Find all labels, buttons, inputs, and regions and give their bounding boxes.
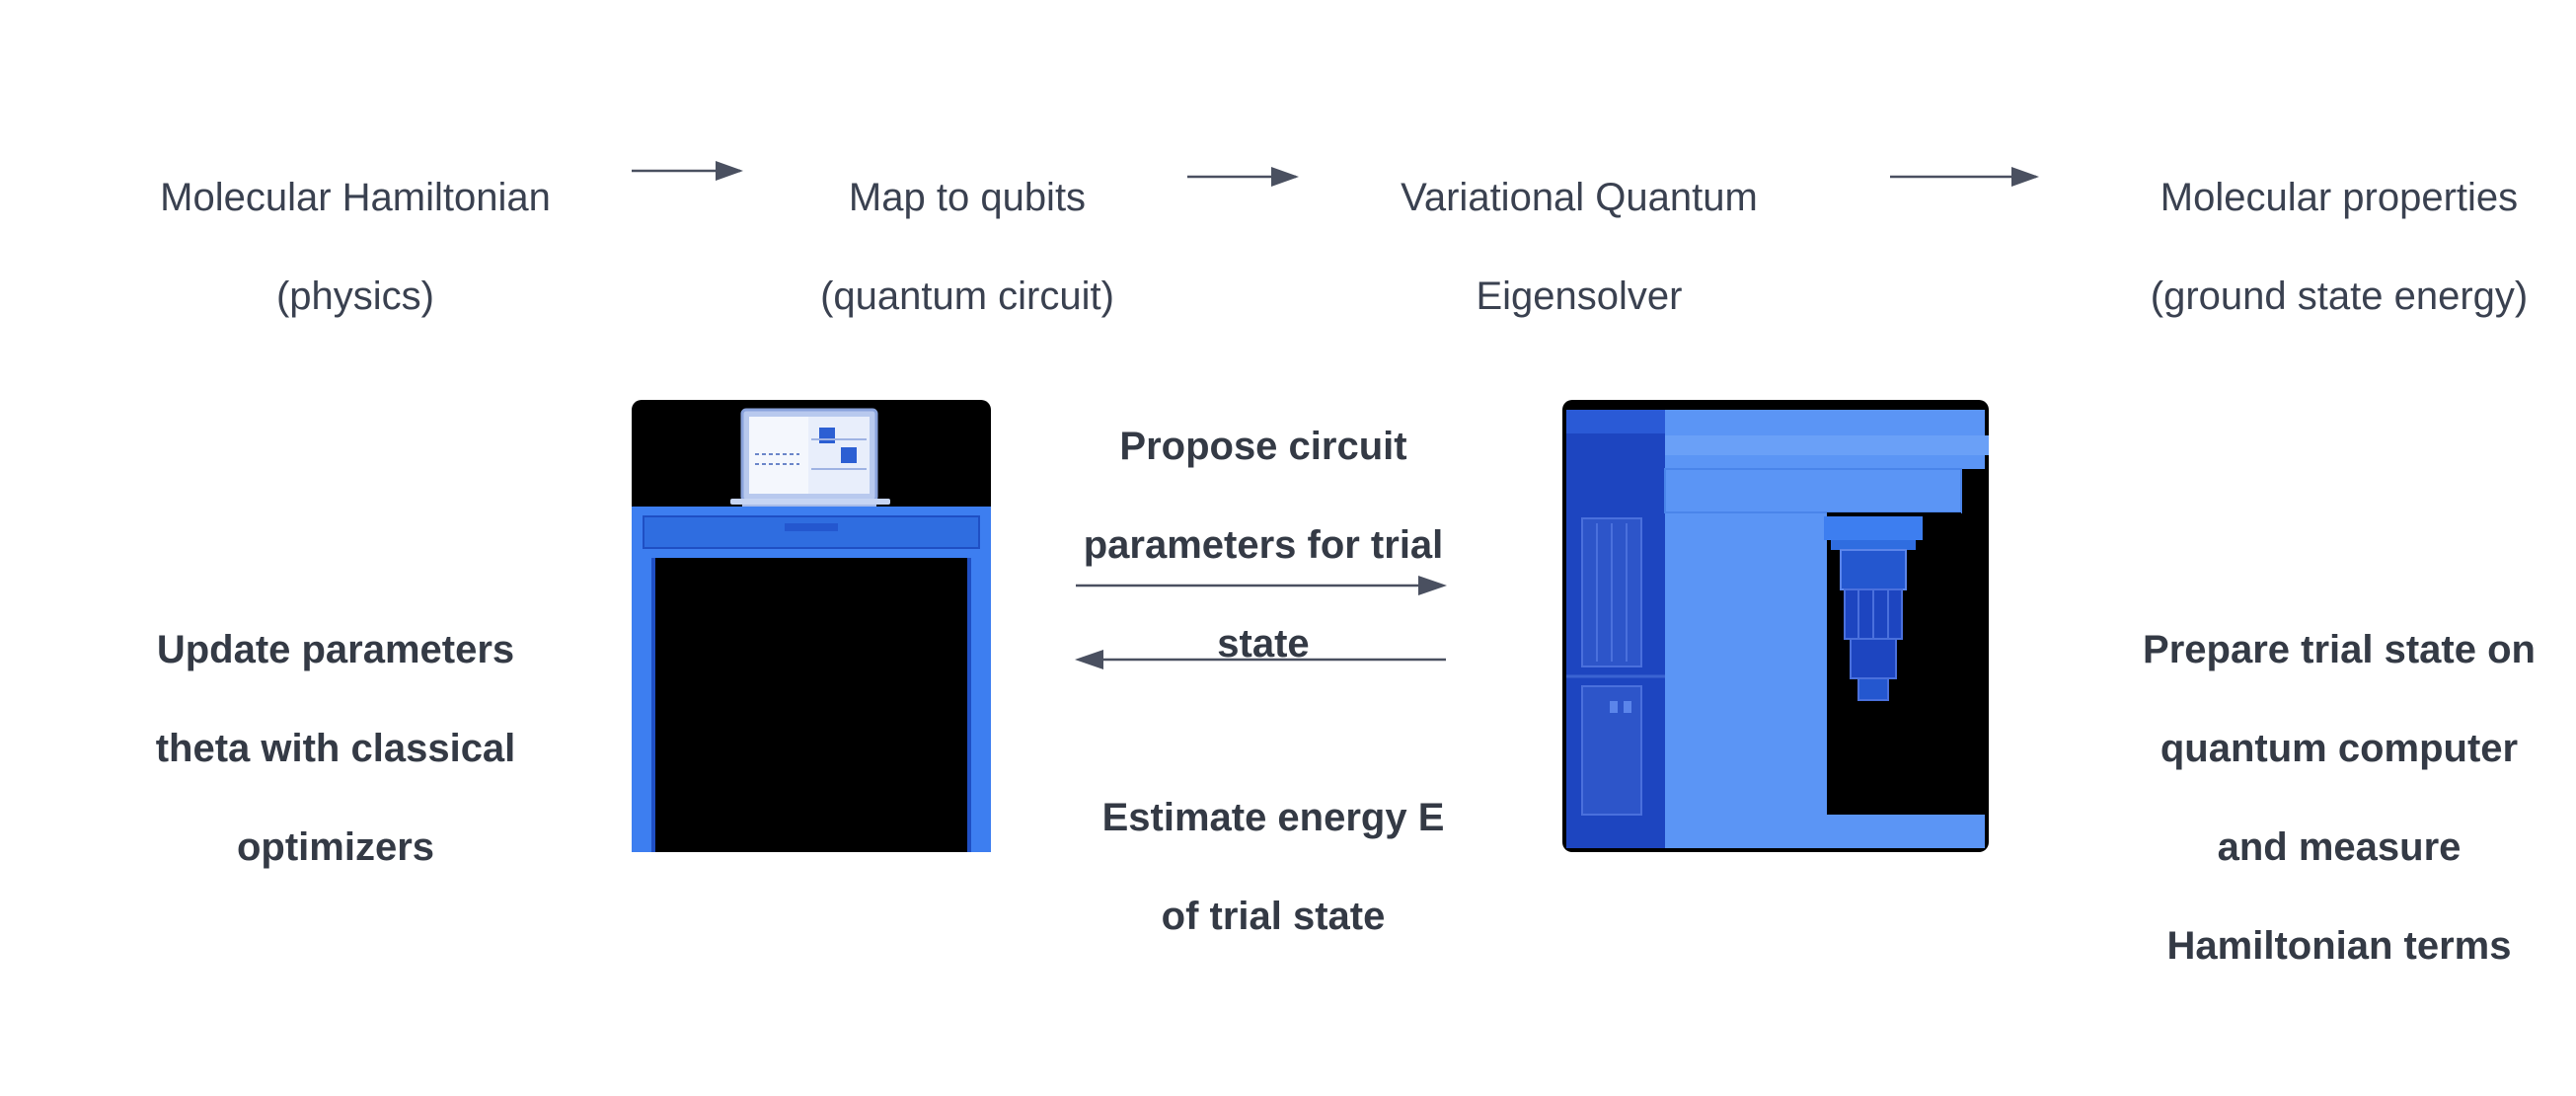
pipeline-step-properties-line1: Molecular properties (2159, 176, 2519, 219)
pipeline-step-properties-line2: (ground state energy) (2150, 274, 2529, 318)
pipeline-step-hamiltonian: Molecular Hamiltonian (physics) (109, 123, 602, 370)
quantum-label-line3: and measure (2217, 825, 2462, 869)
propose-parameters-label: Propose circuit parameters for trial sta… (1046, 372, 1480, 718)
estimate-energy-label: Estimate energy E of trial state (1066, 744, 1480, 990)
arrowhead-3 (2011, 167, 2039, 187)
pipeline-step-vqe: Variational Quantum Eigensolver (1352, 123, 1806, 370)
classical-label-line1: Update parameters (156, 628, 515, 671)
classical-label-line2: theta with classical (155, 727, 516, 770)
quantum-label-line2: quantum computer (2159, 727, 2519, 770)
arrowhead-5 (1075, 650, 1103, 669)
classical-computer-icon (632, 400, 991, 852)
estimate-label-line2: of trial state (1161, 895, 1386, 938)
quantum-label-line1: Prepare trial state on (2143, 628, 2536, 671)
propose-label-line1: Propose circuit (1119, 425, 1407, 468)
pipeline-step-vqe-line2: Eigensolver (1476, 274, 1683, 318)
arrowhead-1 (716, 161, 743, 181)
classical-optimizer-label: Update parameters theta with classical o… (109, 576, 563, 921)
arrowhead-2 (1271, 167, 1299, 187)
pipeline-step-molecular-properties: Molecular properties (ground state energ… (2122, 123, 2556, 370)
propose-label-line2: parameters for trial (1083, 523, 1444, 567)
quantum-computer-icon (1562, 400, 1989, 852)
pipeline-step-map-line2: (quantum circuit) (820, 274, 1114, 318)
pipeline-step-map-line1: Map to qubits (848, 176, 1087, 219)
pipeline-step-hamiltonian-line2: (physics) (275, 274, 435, 318)
classical-label-line3: optimizers (236, 825, 435, 869)
quantum-label-line4: Hamiltonian terms (2166, 924, 2512, 968)
pipeline-step-hamiltonian-line1: Molecular Hamiltonian (160, 176, 551, 219)
estimate-label-line1: Estimate energy E (1101, 796, 1445, 839)
propose-label-line3: state (1217, 622, 1310, 665)
arrowhead-4 (1418, 576, 1447, 595)
pipeline-step-map-to-qubits: Map to qubits (quantum circuit) (770, 123, 1165, 370)
pipeline-step-vqe-line1: Variational Quantum (1401, 176, 1758, 219)
quantum-measure-label: Prepare trial state on quantum computer … (2112, 576, 2566, 1020)
